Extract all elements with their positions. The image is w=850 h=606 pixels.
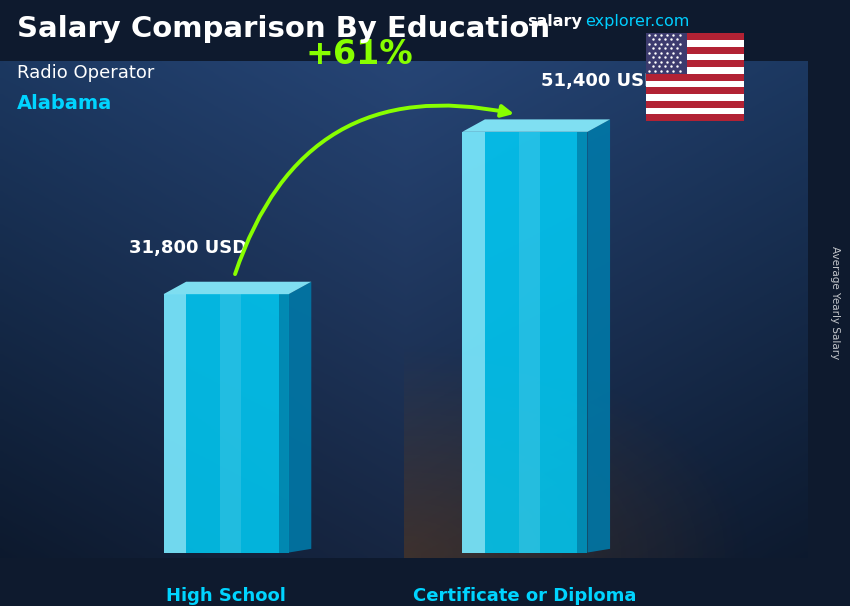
Polygon shape bbox=[462, 132, 587, 553]
Bar bbox=[646, 67, 744, 74]
Text: 31,800 USD: 31,800 USD bbox=[129, 239, 247, 257]
Polygon shape bbox=[577, 132, 587, 553]
Polygon shape bbox=[163, 294, 186, 553]
Polygon shape bbox=[163, 282, 311, 294]
Bar bbox=[646, 47, 744, 53]
Text: +61%: +61% bbox=[305, 38, 413, 72]
Bar bbox=[646, 33, 744, 40]
Polygon shape bbox=[518, 132, 540, 553]
Polygon shape bbox=[279, 294, 289, 553]
Polygon shape bbox=[289, 282, 311, 553]
Text: Salary Comparison By Education: Salary Comparison By Education bbox=[17, 15, 550, 43]
Polygon shape bbox=[587, 119, 610, 553]
Text: Certificate or Diploma: Certificate or Diploma bbox=[413, 587, 637, 605]
Bar bbox=[646, 115, 744, 121]
Bar bbox=[646, 61, 744, 67]
Polygon shape bbox=[462, 132, 484, 553]
Bar bbox=[646, 40, 744, 47]
Text: Radio Operator: Radio Operator bbox=[17, 64, 155, 82]
Text: 51,400 USD: 51,400 USD bbox=[541, 72, 659, 90]
Bar bbox=[646, 74, 744, 81]
Polygon shape bbox=[462, 119, 610, 132]
Text: Average Yearly Salary: Average Yearly Salary bbox=[830, 247, 840, 359]
Text: salary: salary bbox=[527, 14, 582, 29]
Bar bbox=[646, 94, 744, 101]
Bar bbox=[646, 108, 744, 115]
Bar bbox=[646, 81, 744, 87]
Bar bbox=[646, 87, 744, 94]
Text: explorer.com: explorer.com bbox=[585, 14, 689, 29]
Bar bbox=[646, 53, 744, 61]
Text: Alabama: Alabama bbox=[17, 94, 112, 113]
Text: High School: High School bbox=[166, 587, 286, 605]
Polygon shape bbox=[163, 294, 289, 553]
Polygon shape bbox=[220, 294, 241, 553]
Bar bbox=[646, 33, 687, 74]
Bar bbox=[646, 101, 744, 108]
